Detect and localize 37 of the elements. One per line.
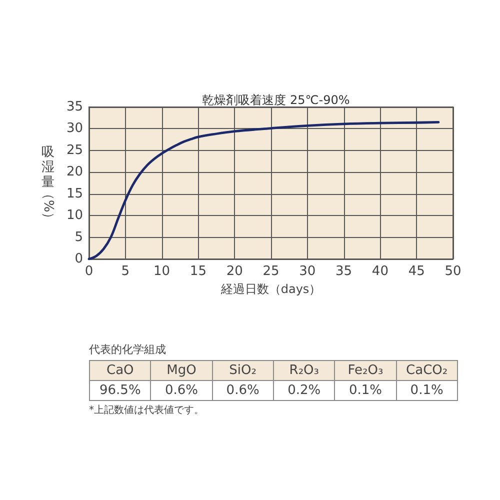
y-tick-label: 30 (66, 121, 83, 136)
data-label: 0.1% (334, 380, 396, 401)
data-label: 0.2% (273, 380, 335, 401)
x-tick-label: 30 (299, 264, 316, 279)
category-label: MgO (150, 360, 212, 381)
x-tick-label: 20 (226, 264, 243, 279)
category-label: R₂O₃ (273, 360, 335, 381)
y-tick-label: 10 (66, 208, 83, 224)
x-axis-title: 経過日数（days） (220, 282, 322, 296)
x-tick-label: 25 (262, 264, 280, 279)
x-tick-label: 10 (154, 264, 170, 279)
y-tick-label: 15 (66, 186, 83, 202)
y-axis-title: 吸湿量（%） (40, 145, 56, 225)
y-tick-label: 0 (74, 252, 83, 266)
x-tick-label: 45 (408, 264, 425, 279)
category-label: SiO₂ (212, 360, 274, 381)
data-label: 0.6% (212, 380, 274, 401)
chart-title: 乾燥剤吸着速度 25℃-90% (202, 93, 350, 107)
y-tick-label: 25 (66, 142, 83, 158)
line-series (88, 121, 440, 260)
data-label: 0.1% (396, 380, 458, 401)
category-label: CaCO₂ (396, 360, 458, 381)
text: *上記数値は代表値です。 (89, 405, 205, 416)
x-tick-label: 15 (190, 264, 206, 279)
data-label: 0.6% (150, 380, 212, 401)
x-tick-label: 40 (372, 264, 388, 279)
text: 代表的化学組成 (89, 343, 167, 356)
x-tick-label: 5 (121, 264, 130, 279)
data-label: 96.5% (90, 380, 151, 401)
category-label: CaO (90, 360, 151, 381)
y-tick-label: 20 (66, 164, 83, 180)
x-tick-label: 50 (444, 264, 462, 279)
y-tick-label: 35 (66, 100, 83, 114)
x-tick-label: 0 (84, 264, 94, 279)
x-tick-label: 35 (336, 264, 352, 279)
category-label: Fe₂O₃ (334, 360, 396, 381)
y-tick-label: 5 (74, 230, 83, 245)
